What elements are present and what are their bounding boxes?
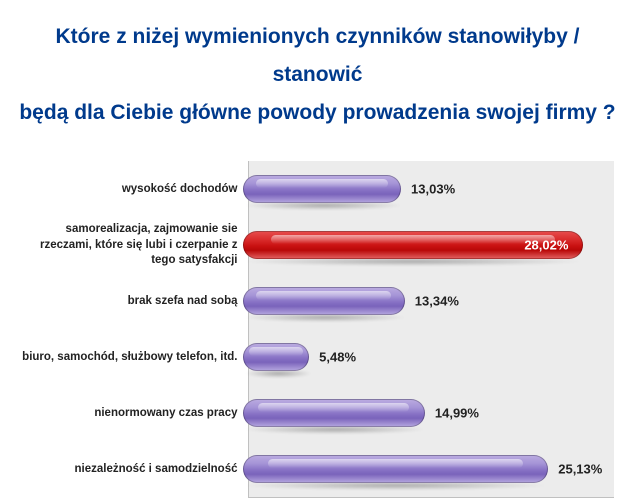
category-label: niezależność i samodzielność	[18, 462, 243, 478]
value-label: 13,34%	[415, 294, 459, 309]
bar: 28,02%	[243, 231, 584, 259]
bar-row: nienormowany czas pracy 14,99%	[18, 385, 618, 441]
category-label: nienormowany czas pracy	[18, 406, 243, 422]
bar-row: biuro, samochód, służbowy telefon, itd. 5…	[18, 329, 618, 385]
bar-cell: 14,99%	[243, 385, 618, 441]
bar-row: samorealizacja, zajmowanie sie rzeczami,…	[18, 217, 618, 273]
bar	[243, 175, 402, 203]
bar	[243, 399, 425, 427]
value-label: 13,03%	[411, 182, 455, 197]
chart-plot-area: wysokość dochodów 13,03% samorealizacja, z…	[18, 161, 618, 497]
chart-container: Które z niżej wymienionych czynników sta…	[0, 0, 635, 500]
value-label: 28,02%	[524, 238, 568, 253]
bar-cell: 28,02%	[243, 217, 618, 273]
bar	[243, 287, 405, 315]
value-label: 14,99%	[435, 406, 479, 421]
chart-title-line2: będą dla Ciebie główne powody prowadzeni…	[19, 101, 615, 124]
category-label: brak szefa nad sobą	[18, 294, 243, 310]
bar	[243, 455, 549, 483]
bar	[243, 343, 310, 371]
category-label: wysokość dochodów	[18, 182, 243, 198]
bar-cell: 13,34%	[243, 273, 618, 329]
value-label: 5,48%	[319, 350, 356, 365]
bar-cell: 13,03%	[243, 161, 618, 217]
bar-row: wysokość dochodów 13,03%	[18, 161, 618, 217]
bar-row: niezależność i samodzielność 25,13%	[18, 441, 618, 497]
bar-cell: 5,48%	[243, 329, 618, 385]
bar-row: brak szefa nad sobą 13,34%	[18, 273, 618, 329]
category-label: biuro, samochód, służbowy telefon, itd.	[18, 350, 243, 366]
value-label: 25,13%	[558, 462, 602, 477]
category-label: samorealizacja, zajmowanie sie rzeczami,…	[18, 222, 243, 269]
bar-cell: 25,13%	[243, 441, 618, 497]
chart-title-line1: Które z niżej wymienionych czynników sta…	[56, 25, 580, 86]
chart-title: Które z niżej wymienionych czynników sta…	[10, 18, 625, 131]
